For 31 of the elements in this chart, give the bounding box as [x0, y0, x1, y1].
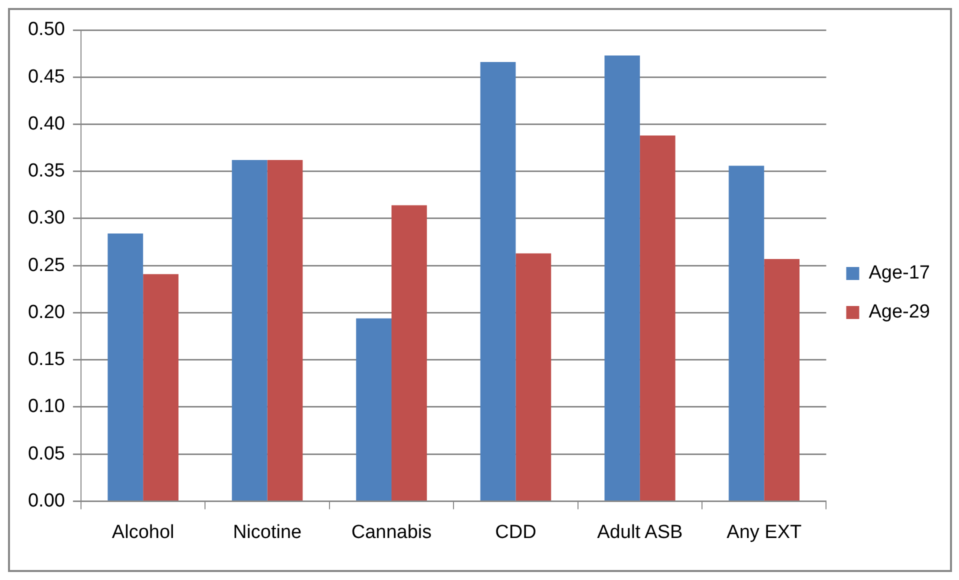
legend-label: Age-17 — [868, 262, 930, 284]
bar — [480, 62, 516, 500]
x-tick-label: CDD — [495, 522, 536, 543]
x-tick-label: Alcohol — [112, 522, 174, 543]
x-tick-label: Cannabis — [351, 522, 432, 543]
y-tick-label: 0.30 — [28, 208, 65, 229]
y-tick-label: 0.45 — [28, 66, 65, 88]
legend-label: Age-29 — [868, 302, 930, 323]
bar — [640, 136, 676, 500]
bar — [392, 205, 427, 500]
y-tick-label: 0.50 — [28, 19, 65, 40]
bar — [143, 274, 178, 500]
y-tick-label: 0.15 — [28, 349, 65, 370]
bar — [356, 318, 392, 500]
y-tick-label: 0.00 — [28, 490, 65, 512]
y-tick-label: 0.25 — [28, 254, 65, 276]
bar — [232, 160, 268, 500]
x-tick-label: Nicotine — [232, 522, 302, 543]
y-tick-label: 0.10 — [28, 396, 65, 418]
bar — [516, 253, 552, 500]
y-tick-label: 0.40 — [28, 113, 65, 134]
x-tick-label: Adult ASB — [597, 522, 683, 543]
bar — [604, 55, 640, 500]
bar — [267, 160, 303, 500]
y-tick-label: 0.35 — [28, 160, 65, 182]
bar — [728, 166, 764, 500]
bar — [764, 259, 800, 500]
y-tick-label: 0.20 — [28, 302, 65, 323]
bar — [108, 234, 144, 500]
x-tick-label: Any EXT — [726, 522, 802, 543]
y-tick-label: 0.05 — [28, 443, 65, 464]
